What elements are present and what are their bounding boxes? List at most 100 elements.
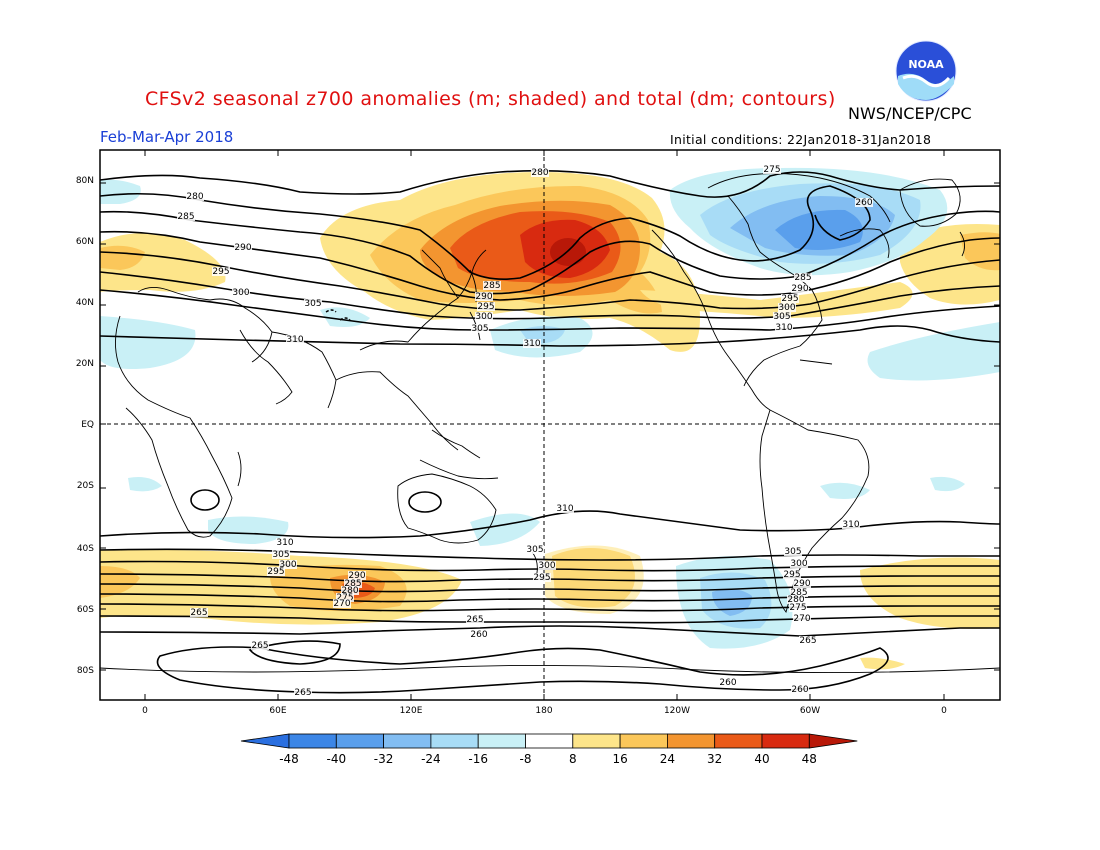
contour-label: 300 [778, 303, 795, 313]
contour-label-bg [719, 678, 737, 687]
contour-label: 310 [523, 339, 540, 349]
latitude-labels: 80N 60N 40N 20N EQ 20S 40S 60S 80S [76, 176, 94, 676]
contour-label: 280 [787, 595, 804, 605]
contour-label-bg [787, 595, 805, 604]
lat-label: 80N [76, 176, 94, 186]
contour-label: 310 [286, 335, 303, 345]
initial-conditions-label: Initial conditions: 22Jan2018-31Jan2018 [670, 132, 932, 147]
contour-label: 270 [333, 599, 350, 609]
colorbar-label: 40 [754, 752, 769, 766]
colorbar-label: 48 [802, 752, 817, 766]
contour-label: 290 [793, 579, 810, 589]
contour-label: 305 [784, 547, 801, 557]
contour-label: 260 [719, 678, 736, 688]
lat-label: 40S [77, 544, 94, 554]
colorbar-segment [335, 733, 384, 749]
contour-label: 305 [471, 324, 488, 334]
colorbar-label: -40 [326, 752, 346, 766]
contour-label: 310 [775, 323, 792, 333]
colorbar-segment [477, 733, 526, 749]
contour-label-bg [526, 545, 544, 554]
lon-label: 180 [535, 706, 552, 716]
lat-label: 40N [76, 298, 94, 308]
contour-label-bg [855, 198, 873, 207]
contour-label: 275 [789, 603, 806, 613]
lon-label: 0 [142, 706, 148, 716]
contour-label-bg [556, 504, 574, 513]
contour-label-bg [773, 312, 791, 321]
contour-label: 275 [336, 593, 353, 603]
contour-label-bg [793, 579, 811, 588]
contour-label: 280 [341, 586, 358, 596]
colorbar-label: 16 [612, 752, 627, 766]
colorbar-max-arrow [808, 733, 858, 749]
contour-label: 290 [348, 571, 365, 581]
contour-label: 260 [855, 198, 872, 208]
contour-label-bg [212, 267, 230, 276]
colorbar-segment [572, 733, 621, 749]
contour-label-bg [778, 303, 796, 312]
contour-label: 290 [791, 284, 808, 294]
contour-label: 300 [279, 560, 296, 570]
colorbar-label: -16 [468, 752, 488, 766]
colorbar-label: -24 [421, 752, 441, 766]
contour-label: 265 [466, 615, 483, 625]
contour-label: 265 [190, 608, 207, 618]
contour-label: 300 [232, 288, 249, 298]
contour-label-bg [475, 312, 493, 321]
colorbar-label: 24 [660, 752, 675, 766]
colorbar: -48 -40 -32 -24 -16 -8 8 16 24 32 40 48 [240, 733, 858, 766]
contour-label: 310 [276, 538, 293, 548]
lon-label: 0 [941, 706, 947, 716]
contour-label: 285 [790, 588, 807, 598]
contour-label-bg [232, 288, 250, 297]
colorbar-segment [761, 733, 810, 749]
contour-label-bg [333, 599, 351, 608]
contour-label-bg [471, 324, 489, 333]
contour-label: 285 [483, 281, 500, 291]
lat-label: 60N [76, 237, 94, 247]
contour-label-bg [348, 571, 366, 580]
contour-label: 295 [212, 267, 229, 277]
contour-label-bg [477, 302, 495, 311]
noaa-logo-icon: NOAA [895, 40, 957, 102]
contour-label: 305 [773, 312, 790, 322]
contour-label-bg [791, 685, 809, 694]
contour-label: 300 [475, 312, 492, 322]
contour-label: 290 [475, 292, 492, 302]
axis-ticks [100, 150, 1000, 700]
contour-label: 295 [267, 567, 284, 577]
contour-label-bg [533, 573, 551, 582]
contour-label: 305 [272, 550, 289, 560]
contour-label-bg [475, 292, 493, 301]
contour-label: 300 [538, 561, 555, 571]
contour-label-bg [276, 538, 294, 547]
contour-label-bg [794, 273, 812, 282]
lat-label: EQ [81, 420, 94, 430]
contour-label: 290 [234, 243, 251, 253]
colorbar-label: -8 [520, 752, 532, 766]
colorbar-segment [288, 733, 337, 749]
contour-label-bg [234, 243, 252, 252]
contour-label-bg [784, 547, 802, 556]
colorbar-segment [383, 733, 432, 749]
contour-labels: 2802852902953003053102802852902953003053… [177, 165, 873, 698]
colorbar-segment [619, 733, 668, 749]
contour-label-bg [466, 615, 484, 624]
longitude-labels: 0 60E 120E 180 120W 60W 0 [142, 706, 947, 716]
contour-label: 265 [294, 688, 311, 698]
colorbar-segment [525, 733, 574, 749]
lat-label: 80S [77, 666, 94, 676]
contour-label: 305 [304, 299, 321, 309]
contour-label-bg [538, 561, 556, 570]
contour-label-bg [531, 168, 549, 177]
contour-label: 295 [477, 302, 494, 312]
contour-label: 305 [526, 545, 543, 555]
contour-label: 280 [531, 168, 548, 178]
contour-label: 285 [177, 212, 194, 222]
contour-label: 295 [533, 573, 550, 583]
lat-label: 60S [77, 605, 94, 615]
contour-label: 285 [794, 273, 811, 283]
lon-label: 120E [400, 706, 423, 716]
contour-label: 275 [763, 165, 780, 175]
